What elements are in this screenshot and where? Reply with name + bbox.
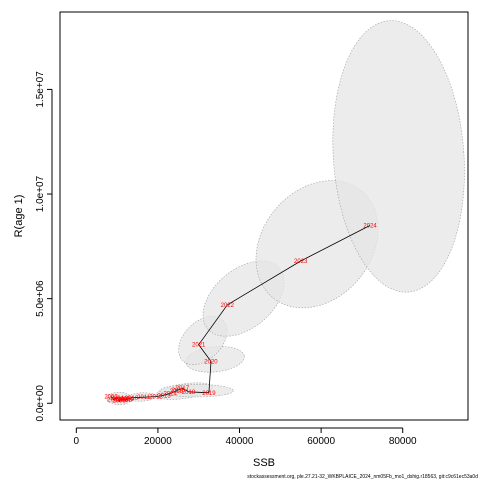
year-label: 2023: [294, 259, 308, 265]
confidence-ellipses: [106, 20, 465, 406]
x-tick-label: 0: [74, 436, 80, 447]
year-label: 2008: [119, 398, 133, 404]
trajectory-line: [110, 225, 371, 401]
year-label: 2024: [363, 223, 377, 229]
x-axis: 0 20000 40000 60000 80000: [74, 427, 417, 447]
year-label: 2020: [204, 359, 218, 365]
confidence-ellipse: [332, 20, 465, 293]
year-label: 2006: [115, 397, 129, 403]
trajectory-line-group: [110, 225, 371, 401]
year-label: 2016: [172, 388, 186, 394]
year-label: 2009: [121, 397, 135, 403]
year-label: 2019: [202, 391, 216, 397]
x-tick-label: 40000: [226, 436, 254, 447]
y-tick-label: 5.0e+06: [35, 280, 46, 317]
year-label: 2002: [104, 395, 118, 401]
footer-text: stockassessment.org, ple.27.21-32_WKBPLA…: [247, 474, 478, 480]
y-axis-title: R(age 1): [13, 195, 25, 238]
y-tick-label: 1.0e+07: [35, 175, 46, 212]
year-label: 2021: [192, 343, 206, 349]
plot-frame: [59, 11, 469, 421]
year-label: 2022: [221, 303, 235, 309]
y-axis: 0.0e+00 5.0e+06 1.0e+07 1.5e+07: [35, 71, 53, 422]
year-label: 2010: [125, 396, 139, 402]
x-tick-label: 80000: [389, 436, 417, 447]
x-tick-label: 60000: [307, 436, 335, 447]
year-label: 2017: [176, 386, 190, 392]
year-label: 2003: [107, 397, 121, 403]
x-axis-title: SSB: [253, 457, 275, 469]
year-label: 2014: [163, 391, 177, 397]
x-tick-label: 20000: [144, 436, 172, 447]
year-label: 2012: [149, 395, 163, 401]
confidence-ellipse: [159, 384, 234, 398]
y-tick-label: 1.5e+07: [35, 71, 46, 108]
year-label: 2011: [137, 395, 151, 401]
y-tick-label: 0.0e+00: [35, 385, 46, 422]
year-label: 2015: [170, 389, 184, 395]
year-label: 2018: [182, 390, 196, 396]
year-label: 2004: [110, 396, 124, 402]
year-label: 2005: [112, 399, 126, 405]
year-label: 2013: [157, 393, 171, 399]
year-label: 2007: [117, 397, 131, 403]
